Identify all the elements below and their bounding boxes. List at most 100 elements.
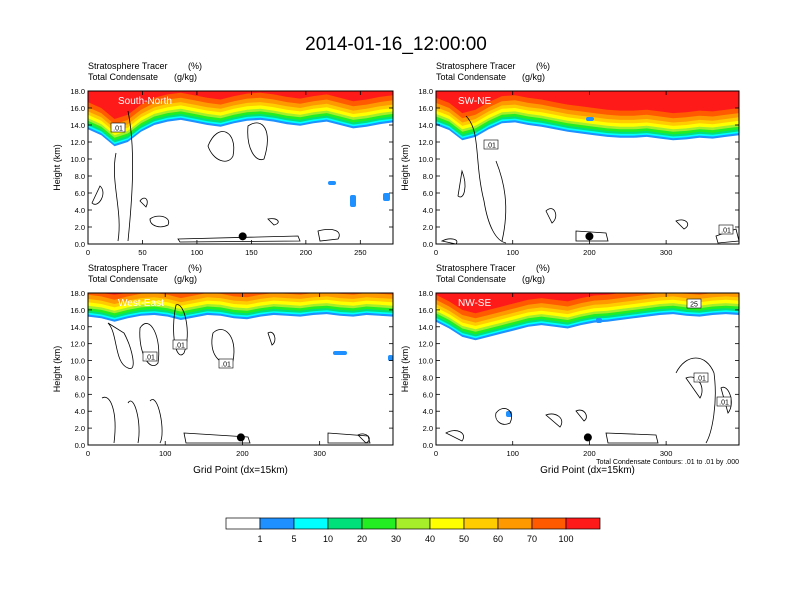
contour-label: .01 <box>486 143 496 150</box>
y-tick-label: 14.0 <box>418 323 433 332</box>
y-tick-label: 6.0 <box>75 390 85 399</box>
panel-units-2: (g/kg) <box>174 72 197 82</box>
location-marker <box>583 433 592 442</box>
condensate-contour <box>445 430 464 442</box>
condensate-contour <box>139 323 160 366</box>
panel-top-right: .01 .01 SW-NE 0.0 2.0 4.0 6.0 8.0 10.0 12.0 14.0 16… <box>400 61 740 257</box>
y-tick-label: 18.0 <box>70 87 85 96</box>
y-tick-label: 8.0 <box>423 373 433 382</box>
color-legend: 1 5 10 20 30 40 50 60 70 100 <box>225 517 601 544</box>
figure-title: 2014-01-16_12:00:00 <box>305 34 487 55</box>
legend-swatch <box>565 517 601 530</box>
y-tick-label: 8.0 <box>423 172 433 181</box>
x-tick-label: 0 <box>86 449 90 458</box>
condensate-contour <box>101 396 116 444</box>
y-tick-label: 2.0 <box>75 424 85 433</box>
condensate-blob <box>333 351 347 355</box>
condensate-blob <box>596 318 602 323</box>
contour-label-box <box>110 122 126 133</box>
condensate-contour <box>495 160 507 242</box>
contour-label-box <box>172 339 188 350</box>
plot-frame <box>435 292 740 446</box>
y-tick-label: 4.0 <box>75 407 85 416</box>
condensate-contour <box>149 215 170 228</box>
y-tick-label: 10.0 <box>70 357 85 366</box>
contour-label-box <box>218 358 234 369</box>
y-tick-label: 0.0 <box>423 240 433 249</box>
contour-label: .01 <box>696 376 706 383</box>
x-tick-label: 300 <box>313 449 326 458</box>
y-tick-label: 2.0 <box>423 424 433 433</box>
legend-swatch <box>429 517 465 530</box>
panel-title-2: Total Condensate <box>436 72 506 82</box>
y-tick-label: 18.0 <box>70 289 85 298</box>
x-tick-label: 100 <box>506 248 519 257</box>
condensate-contour <box>207 131 235 162</box>
condensate-blob <box>383 193 390 201</box>
legend-label: 5 <box>291 534 296 544</box>
legend-swatch <box>327 517 363 530</box>
x-tick-label: 50 <box>138 248 146 257</box>
condensate-contour <box>247 122 268 161</box>
legend-label: 30 <box>391 534 401 544</box>
y-axis-label: Height (km) <box>52 346 62 393</box>
plot-area: .01 .01 <box>436 91 739 244</box>
y-tick-label: 0.0 <box>423 441 433 450</box>
x-tick-label: 0 <box>86 248 90 257</box>
legend-label: 10 <box>323 534 333 544</box>
location-marker <box>238 232 247 241</box>
condensate-blob <box>328 181 336 185</box>
panel-title-2: Total Condensate <box>88 72 158 82</box>
tracer-band-10 <box>436 91 739 114</box>
condensate-contour <box>357 433 370 444</box>
panel-title-1: Stratosphere Tracer <box>436 61 516 71</box>
condensate-contour <box>675 357 716 444</box>
contour-label: .01 <box>719 400 729 407</box>
condensate-contour <box>173 304 188 356</box>
y-tick-label: 16.0 <box>70 306 85 315</box>
contour-label: .01 <box>221 362 231 369</box>
y-tick-label: 4.0 <box>423 206 433 215</box>
y-tick-label: 18.0 <box>418 87 433 96</box>
condensate-contour <box>149 399 163 444</box>
tracer-band-9 <box>88 293 393 300</box>
y-tick-label: 4.0 <box>423 407 433 416</box>
panel-title-1: Stratosphere Tracer <box>88 61 168 71</box>
legend-label: 40 <box>425 534 435 544</box>
x-axis-label: Grid Point (dx=15km) <box>540 465 635 476</box>
plot-area: .01 <box>88 91 393 243</box>
contour-label-box <box>718 224 734 235</box>
contour-label-box <box>716 396 732 407</box>
plot-frame <box>87 292 394 446</box>
y-tick-label: 2.0 <box>423 223 433 232</box>
plot-area: .01 .01 .01 <box>88 293 393 444</box>
contour-label-box <box>483 139 499 150</box>
y-tick-label: 10.0 <box>70 155 85 164</box>
condensate-contour <box>685 376 703 399</box>
y-tick-label: 2.0 <box>75 223 85 232</box>
y-tick-label: 12.0 <box>70 340 85 349</box>
condensate-contour <box>675 219 689 230</box>
condensate-blob <box>586 117 594 121</box>
y-tick-label: 0.0 <box>75 441 85 450</box>
condensate-contour <box>267 218 279 226</box>
x-tick-label: 100 <box>506 449 519 458</box>
condensate-contour <box>545 413 563 428</box>
condensate-contour <box>91 185 104 205</box>
y-tick-label: 12.0 <box>70 138 85 147</box>
contour-label-box <box>142 351 158 362</box>
legend-label: 60 <box>493 534 503 544</box>
condensate-contour <box>177 235 301 243</box>
y-tick-label: 6.0 <box>423 189 433 198</box>
y-axis-label: Height (km) <box>400 144 410 191</box>
panel-bottom-right: 25 .01 .01 NW-SE 0.0 2.0 4.0 6.0 8.0 10.0 12.0 14.0… <box>400 263 740 476</box>
panel-units-2: (g/kg) <box>522 274 545 284</box>
condensate-contour <box>127 400 140 444</box>
x-tick-label: 0 <box>434 449 438 458</box>
condensate-contour <box>139 197 148 208</box>
condensate-contour <box>575 409 587 422</box>
contour-label-box <box>686 298 702 309</box>
y-tick-label: 8.0 <box>75 373 85 382</box>
x-tick-label: 200 <box>583 449 596 458</box>
y-tick-label: 10.0 <box>418 155 433 164</box>
